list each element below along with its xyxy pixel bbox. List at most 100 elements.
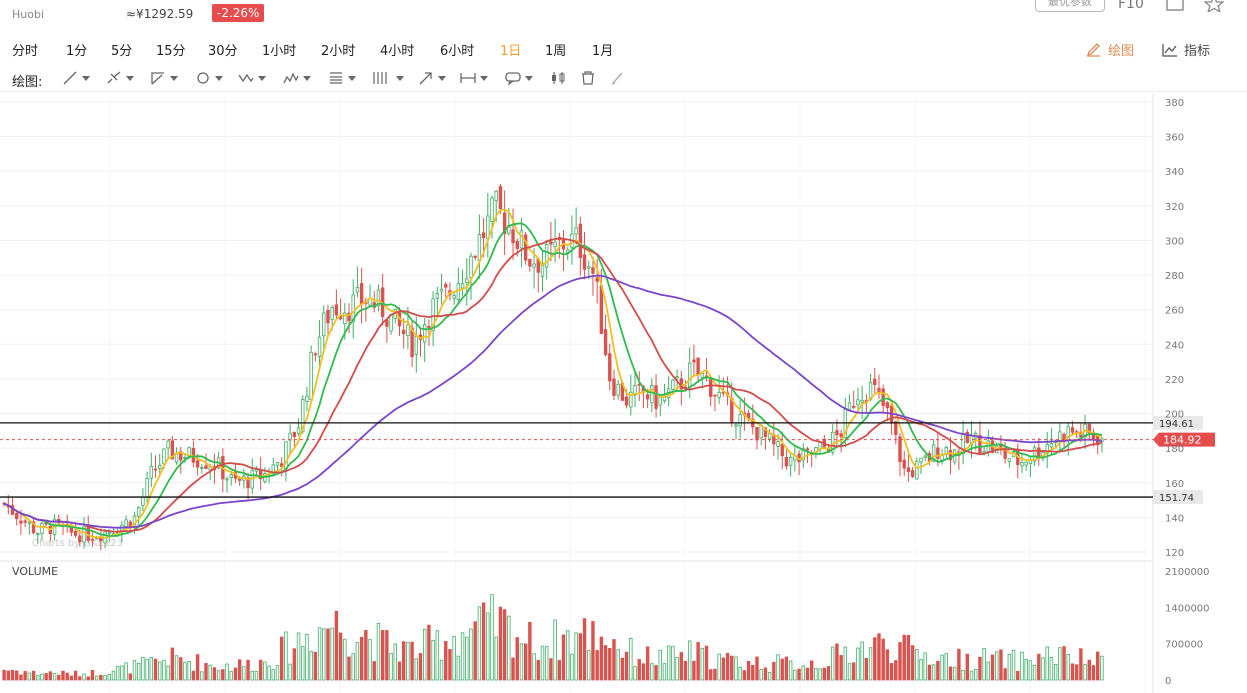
volume-bar (334, 610, 339, 681)
candle-body (910, 470, 915, 477)
period-tab-30m[interactable]: 30分 (208, 44, 238, 59)
candle-body (326, 309, 330, 324)
draw-tool-button[interactable]: 绘图 (1086, 40, 1134, 59)
period-tab-5m[interactable]: 5分 (111, 44, 133, 59)
fullscreen-icon[interactable] (1165, 0, 1185, 12)
candle-body (15, 513, 19, 520)
volume-bar (393, 643, 397, 681)
volume-bar (322, 628, 326, 681)
candle-body (406, 324, 410, 336)
wave-tool-icon (238, 73, 254, 83)
volume-bar (860, 641, 864, 681)
candle-body (288, 432, 292, 441)
pattern-tool-button[interactable] (283, 70, 311, 86)
arrow-tool-button[interactable] (418, 70, 446, 86)
period-tab-1d[interactable]: 1日 (500, 44, 522, 59)
volume-bar (208, 664, 212, 681)
volume-bar (225, 663, 229, 681)
volume-bar (183, 661, 187, 681)
volume-bar (797, 668, 801, 681)
period-tab-1w[interactable]: 1周 (545, 44, 567, 59)
period-tab-1m[interactable]: 1分 (66, 44, 88, 59)
trash-icon (582, 71, 594, 85)
measure-tool-button[interactable] (460, 70, 488, 86)
volume-bar (595, 650, 599, 681)
volume-bar (873, 637, 877, 681)
volume-bar (456, 655, 461, 681)
volume-bar (477, 606, 482, 681)
angle-tool-button[interactable] (150, 70, 178, 86)
indicator-label: 指标 (1184, 44, 1211, 59)
volume-bar (305, 634, 309, 681)
volume-bar (179, 657, 183, 681)
candle-body (465, 278, 469, 283)
pen-tool-button[interactable] (106, 70, 134, 86)
volume-bar (1100, 655, 1104, 681)
volume-bar (490, 594, 494, 681)
volume-bar (637, 659, 641, 681)
candle-body (915, 461, 919, 480)
volume-bar (1045, 646, 1049, 681)
candle-body (149, 466, 154, 479)
period-tab-timeshare[interactable]: 分时 (12, 44, 39, 59)
delete-drawings-button[interactable] (580, 70, 596, 86)
moving-averages (3, 208, 1103, 540)
volume-bar (692, 660, 696, 681)
volume-bar (229, 671, 233, 681)
candle-body (86, 524, 90, 541)
candle-body (692, 359, 696, 363)
candle-body (73, 530, 78, 536)
volume-bar (999, 649, 1003, 681)
optimal-params-button[interactable]: 最优参数 (1035, 0, 1105, 12)
channel-tool-button[interactable] (372, 70, 404, 86)
volume-bar (376, 622, 381, 681)
volume-bar (864, 657, 869, 681)
candle-body (658, 396, 662, 406)
circle-tool-button[interactable] (195, 70, 223, 86)
candle-body (229, 474, 233, 479)
price-tick-label: 340 (1165, 167, 1184, 178)
period-tab-15m[interactable]: 15分 (156, 44, 186, 59)
candle-tool-button[interactable] (550, 70, 566, 86)
volume-bar (633, 666, 637, 681)
candle-body (965, 431, 970, 443)
indicator-button[interactable]: 指标 (1162, 40, 1210, 59)
volume-bar (986, 661, 991, 681)
channel-tool-icon (373, 72, 387, 84)
fib-tool-button[interactable] (328, 70, 356, 86)
candle-body (1020, 462, 1024, 467)
period-tab-6h[interactable]: 6小时 (440, 44, 475, 59)
brush-icon (611, 72, 623, 85)
period-tab-2h[interactable]: 2小时 (321, 44, 356, 59)
volume-bar (978, 656, 982, 681)
candle-body (275, 462, 280, 466)
brush-tool-button[interactable] (610, 70, 626, 86)
volume-bar (889, 663, 894, 681)
comment-tool-button[interactable] (505, 70, 533, 86)
drawing-toolbar: 绘图: (0, 64, 1247, 92)
star-icon[interactable] (1204, 0, 1224, 12)
period-tab-1mo[interactable]: 1月 (592, 44, 614, 59)
volume-bar (115, 665, 120, 681)
wave-tool-button[interactable] (238, 70, 266, 86)
candle-body (313, 353, 318, 356)
volume-bar (843, 646, 848, 681)
candle-body (301, 399, 305, 433)
volume-bar (1074, 664, 1079, 681)
candle-body (532, 263, 536, 268)
period-tab-4h[interactable]: 4小时 (380, 44, 415, 59)
volume-bar (204, 662, 208, 681)
volume-bar (296, 632, 301, 681)
candle-body (158, 464, 162, 469)
volume-bar (687, 640, 692, 681)
volume-bar (120, 665, 124, 681)
volume-bar (292, 648, 297, 681)
candle-body (776, 441, 780, 447)
f10-button[interactable]: F10 (1118, 0, 1144, 12)
period-tab-1h[interactable]: 1小时 (262, 44, 297, 59)
volume-bar (431, 639, 435, 681)
line-tool-button[interactable] (62, 70, 90, 86)
current-price-label: 184.92 (1163, 434, 1202, 447)
volume-bar (221, 669, 225, 681)
